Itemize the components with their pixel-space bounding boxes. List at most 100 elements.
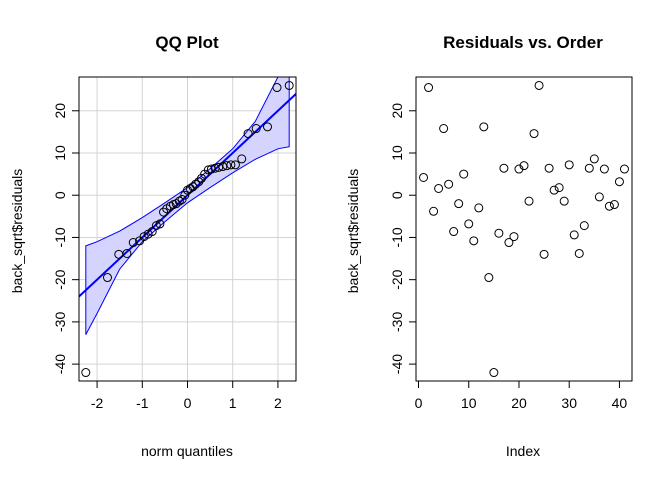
resid-point-6 xyxy=(449,227,459,237)
qq-y-tick-label-1: -30 xyxy=(52,312,68,332)
resid-y-tick-label-5: 10 xyxy=(389,145,405,161)
resid-point-8 xyxy=(459,169,469,179)
qq-y-tick-label-0: -40 xyxy=(52,354,68,374)
resid-point-17 xyxy=(504,238,514,248)
resid-point-28 xyxy=(559,196,569,206)
resid-x-tick-label-3: 30 xyxy=(561,395,577,411)
qq-point-1 xyxy=(102,273,112,283)
resid-x-tick-label-1: 10 xyxy=(461,395,477,411)
resid-x-tick-label-2: 20 xyxy=(511,395,527,411)
qq-plot-title: QQ Plot xyxy=(155,33,219,52)
residuals-order-axes: 0 10 20 30 40 -40 -30 -20 -10 0 10 20 xyxy=(389,76,633,411)
resid-y-tick-label-0: -40 xyxy=(389,354,405,374)
resid-point-5 xyxy=(444,179,454,189)
resid-point-21 xyxy=(524,196,534,206)
resid-y-tick-label-4: 0 xyxy=(389,191,405,199)
qq-y-tick-label-5: 10 xyxy=(52,145,68,161)
resid-point-34 xyxy=(589,154,599,164)
resid-point-32 xyxy=(579,221,589,231)
resid-point-0 xyxy=(419,172,429,182)
qq-point-16 xyxy=(174,196,184,206)
resid-y-tick-label-1: -30 xyxy=(389,312,405,332)
resid-y-tick-label-2: -20 xyxy=(389,269,405,289)
qq-point-4 xyxy=(128,238,138,248)
resid-point-31 xyxy=(574,248,584,258)
qq-point-11 xyxy=(159,207,169,217)
resid-x-tick-label-0: 0 xyxy=(415,395,423,411)
qq-plot-panel: QQ Plot norm quantiles back_sqrt$residua… xyxy=(9,33,297,459)
qq-x-tick-label-3: 1 xyxy=(229,395,237,411)
resid-point-15 xyxy=(494,228,504,238)
qq-point-3 xyxy=(122,248,132,258)
resid-y-tick-label-3: -10 xyxy=(389,227,405,247)
resid-point-13 xyxy=(484,273,494,283)
resid-point-10 xyxy=(469,236,479,246)
resid-point-25 xyxy=(544,163,554,173)
qq-point-10 xyxy=(155,219,165,229)
qq-point-18 xyxy=(180,190,190,200)
qq-plot-points xyxy=(81,80,294,378)
qq-point-34 xyxy=(237,154,247,164)
residuals-order-x-label: Index xyxy=(506,443,540,459)
resid-point-24 xyxy=(539,249,549,259)
resid-point-35 xyxy=(594,192,604,202)
resid-point-14 xyxy=(489,368,499,378)
qq-point-32 xyxy=(226,160,236,170)
qq-plot-y-label: back_sqrt$residuals xyxy=(9,169,25,294)
qq-plot-confidence-band xyxy=(85,77,290,335)
qq-point-39 xyxy=(284,80,294,90)
resid-point-30 xyxy=(569,230,579,240)
qq-confidence-band-area xyxy=(85,77,290,335)
qq-y-tick-label-4: 0 xyxy=(52,191,68,199)
qq-point-36 xyxy=(251,124,261,134)
qq-point-15 xyxy=(171,199,181,209)
qq-x-tick-label-1: -1 xyxy=(136,395,149,411)
qq-point-38 xyxy=(272,83,282,93)
resid-point-11 xyxy=(474,203,484,213)
qq-y-tick-label-2: -20 xyxy=(52,269,68,289)
resid-point-29 xyxy=(564,160,574,170)
qq-x-tick-label-0: -2 xyxy=(91,395,104,411)
qq-x-tick-label-4: 2 xyxy=(274,395,282,411)
resid-x-tick-label-4: 40 xyxy=(612,395,628,411)
qq-y-tick-label-6: 20 xyxy=(52,103,68,119)
qq-point-0 xyxy=(81,368,91,378)
qq-y-tick-label-3: -10 xyxy=(52,227,68,247)
resid-point-36 xyxy=(599,164,609,174)
resid-point-23 xyxy=(534,80,544,90)
residuals-order-y-label: back_sqrt$residuals xyxy=(345,169,361,294)
qq-point-31 xyxy=(222,161,232,171)
resid-point-3 xyxy=(434,183,444,193)
resid-point-16 xyxy=(499,163,509,173)
resid-point-1 xyxy=(424,83,434,93)
resid-point-39 xyxy=(614,177,624,187)
residuals-order-points xyxy=(419,80,629,378)
resid-point-2 xyxy=(429,206,439,216)
resid-point-18 xyxy=(509,232,519,242)
qq-x-tick-label-2: 0 xyxy=(184,395,192,411)
resid-point-7 xyxy=(454,199,464,209)
resid-point-40 xyxy=(619,164,629,174)
resid-point-27 xyxy=(554,183,564,193)
resid-point-38 xyxy=(609,200,619,210)
qq-plot-x-label: norm quantiles xyxy=(141,443,233,459)
qq-point-21 xyxy=(188,182,198,192)
resid-y-tick-label-6: 20 xyxy=(389,103,405,119)
residuals-order-panel: Residuals vs. Order Index back_sqrt$resi… xyxy=(345,33,633,459)
resid-point-19 xyxy=(514,164,524,174)
qq-point-37 xyxy=(263,122,273,132)
qq-point-33 xyxy=(230,160,240,170)
resid-point-9 xyxy=(464,219,474,229)
resid-point-26 xyxy=(549,185,559,195)
resid-point-33 xyxy=(584,163,594,173)
qq-point-35 xyxy=(243,129,253,139)
resid-point-37 xyxy=(604,201,614,211)
resid-point-22 xyxy=(529,129,539,139)
qq-point-22 xyxy=(191,179,201,189)
resid-point-12 xyxy=(479,122,489,132)
resid-point-4 xyxy=(439,124,449,134)
resid-point-20 xyxy=(519,161,529,171)
residuals-order-title: Residuals vs. Order xyxy=(443,33,603,52)
